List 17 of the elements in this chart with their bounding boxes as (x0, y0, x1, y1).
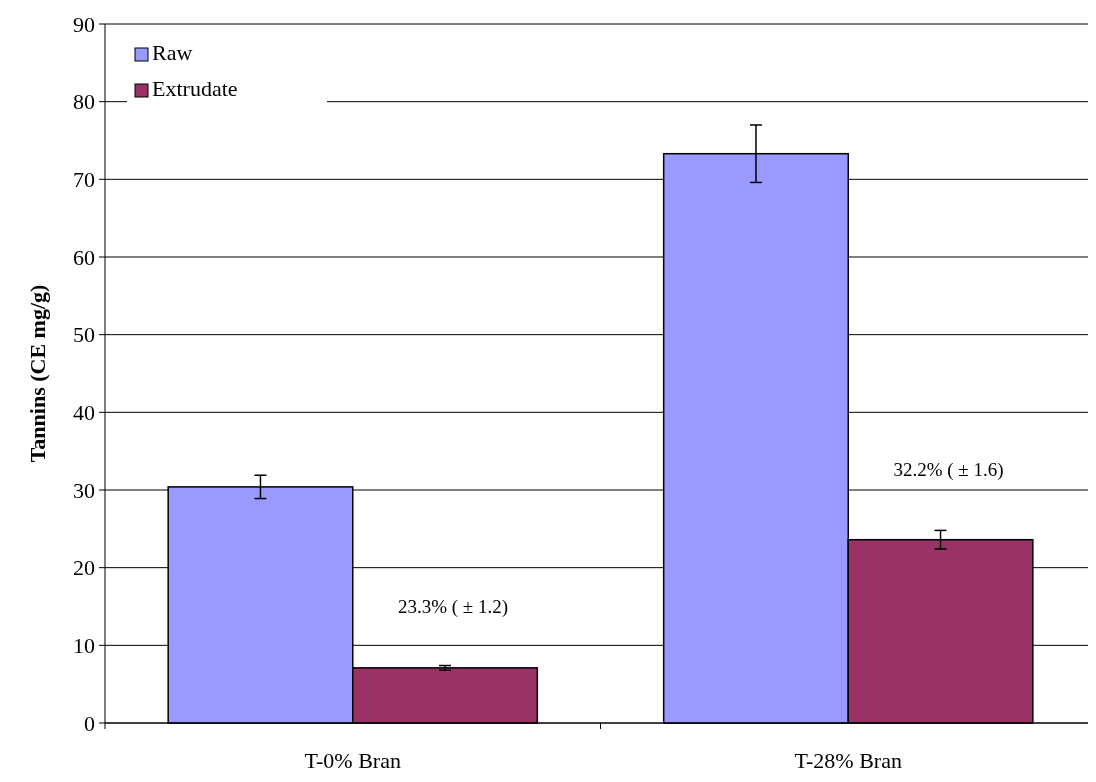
annotation: 23.3% ( ± 1.2) (397, 596, 509, 619)
annotation: 32.2% ( ± 1.6) (893, 458, 1004, 481)
y-tick-label: 0 (84, 710, 95, 736)
y-axis-title: Tannins (CE mg/g) (25, 284, 50, 463)
y-tick-label: 40 (73, 400, 95, 426)
legend-label: Extrudate (152, 76, 238, 101)
y-tick-label: 90 (73, 11, 95, 37)
x-tick-label: T-28% Bran (794, 748, 902, 773)
legend-label: Raw (152, 40, 193, 65)
y-tick-label: 10 (73, 633, 95, 659)
y-tick-label: 60 (73, 244, 95, 270)
y-tick-label: 50 (73, 322, 95, 348)
x-tick-label: T-0% Bran (304, 748, 401, 773)
y-tick-label: 20 (73, 555, 95, 581)
y-tick-label: 80 (73, 89, 95, 115)
y-tick-label: 30 (73, 477, 95, 503)
y-tick-label: 70 (73, 167, 95, 193)
